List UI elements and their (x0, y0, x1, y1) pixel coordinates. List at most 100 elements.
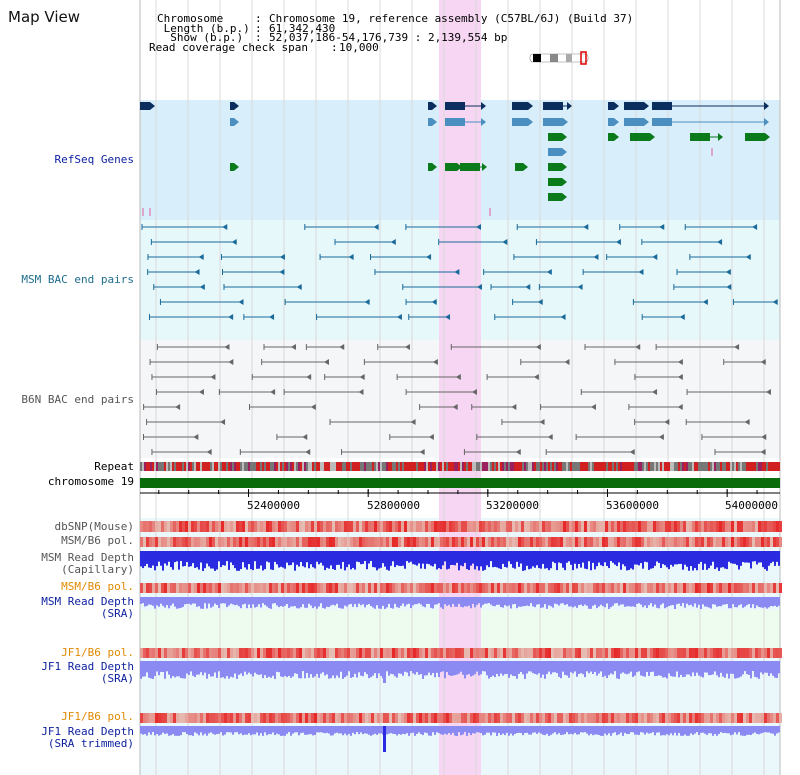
gene-arrow (562, 163, 567, 171)
depth-bar (244, 551, 246, 568)
depth-bar (170, 726, 172, 736)
depth-bar (146, 551, 148, 564)
depth-bar (208, 551, 210, 567)
depth-bar (700, 726, 702, 733)
depth-bar (142, 726, 144, 735)
track-label-dbsnp[interactable]: dbSNP(Mouse) (54, 520, 134, 533)
depth-bar (736, 726, 738, 735)
depth-bar (566, 661, 568, 676)
chromosome-value: Chromosome 19, reference assembly (C57BL… (269, 12, 634, 25)
heat-cell (770, 537, 773, 547)
depth-bar (366, 551, 368, 570)
repeat-segment (588, 462, 590, 471)
repeat-segment (738, 462, 740, 471)
repeat-segment (548, 462, 550, 471)
depth-bar (254, 726, 256, 735)
depth-bar (306, 597, 308, 608)
depth-bar (730, 661, 732, 674)
repeat-segment (706, 462, 708, 471)
heat-cell (434, 713, 437, 723)
heat-cell (611, 537, 614, 547)
depth-bar (402, 551, 404, 566)
depth-bar (196, 597, 198, 607)
heat-cell (398, 648, 401, 658)
bac-end-arrow (432, 359, 438, 365)
heat-cell (293, 648, 296, 658)
repeat-segment (506, 462, 508, 471)
heat-cell (260, 583, 263, 593)
repeat-segment (666, 462, 668, 471)
bac-end-arrow (525, 284, 531, 290)
depth-bar (422, 661, 424, 679)
heat-cell (311, 648, 314, 658)
heat-cell (452, 521, 455, 532)
heat-cell (431, 583, 434, 593)
depth-bar (724, 597, 726, 605)
depth-bar (364, 597, 366, 608)
repeat-segment (208, 462, 210, 471)
track-label-jf1-depth-1[interactable]: JF1 Read Depth (41, 660, 134, 673)
depth-bar (572, 726, 574, 735)
depth-bar (198, 726, 200, 736)
repeat-segment (716, 462, 718, 471)
track-label-msm-b6-pol-2[interactable]: MSM/B6 pol. (61, 580, 134, 593)
depth-bar (332, 661, 334, 676)
heat-cell (194, 713, 197, 723)
heat-cell (563, 537, 566, 547)
depth-bar (646, 661, 648, 672)
repeat-segment (670, 462, 672, 471)
track-label-msm-depth-cap-1[interactable]: MSM Read Depth (41, 551, 134, 564)
heat-cell (689, 583, 692, 593)
heat-cell (422, 648, 425, 658)
track-label-msm-b6-pol-1[interactable]: MSM/B6 pol. (61, 534, 134, 547)
heat-cell (356, 713, 359, 723)
depth-bar (200, 551, 202, 563)
repeat-segment (404, 462, 406, 471)
heat-cell (515, 537, 518, 547)
heat-cell (296, 648, 299, 658)
depth-bar (464, 551, 466, 563)
track-label-repeat[interactable]: Repeat (94, 460, 134, 473)
depth-bar (186, 726, 188, 734)
depth-bar (340, 551, 342, 569)
heat-cell (287, 713, 290, 723)
depth-bar (662, 597, 664, 604)
depth-bar (580, 661, 582, 674)
heat-cell (143, 583, 146, 593)
depth-bar (184, 597, 186, 605)
depth-bar (464, 597, 466, 607)
track-label-jf1-b6-pol-1[interactable]: JF1/B6 pol. (61, 646, 134, 659)
depth-bar (668, 726, 670, 736)
depth-bar (662, 726, 664, 736)
track-label-jf1-b6-pol-2[interactable]: JF1/B6 pol. (61, 710, 134, 723)
show-sep: : (255, 31, 262, 44)
track-label-jf1-depth-trim-1[interactable]: JF1 Read Depth (41, 725, 134, 738)
heat-cell (743, 537, 746, 547)
depth-bar (690, 551, 692, 567)
track-label-refseq[interactable]: RefSeq Genes (54, 153, 134, 166)
depth-bar (350, 597, 352, 604)
repeat-segment (640, 462, 642, 471)
heat-cell (557, 537, 560, 547)
depth-bar (188, 726, 190, 736)
depth-bar (474, 661, 476, 675)
track-label-msm-depth-sra-1[interactable]: MSM Read Depth (41, 595, 134, 608)
heat-cell (458, 521, 461, 532)
heat-cell (560, 713, 563, 723)
gene-arrow (765, 133, 770, 141)
track-label-chromosome[interactable]: chromosome 19 (47, 475, 134, 488)
depth-bar (486, 661, 488, 676)
depth-bar (658, 726, 660, 733)
heat-cell (566, 648, 569, 658)
heat-cell (509, 583, 512, 593)
heat-cell (482, 648, 485, 658)
repeat-segment (206, 462, 208, 471)
depth-bar (644, 597, 646, 606)
depth-bar (662, 551, 664, 565)
track-label-b6n-bac[interactable]: B6N BAC end pairs (21, 393, 134, 406)
heat-cell (242, 713, 245, 723)
depth-bar (626, 661, 628, 675)
depth-bar (594, 661, 596, 672)
track-label-msm-bac[interactable]: MSM BAC end pairs (21, 273, 134, 286)
